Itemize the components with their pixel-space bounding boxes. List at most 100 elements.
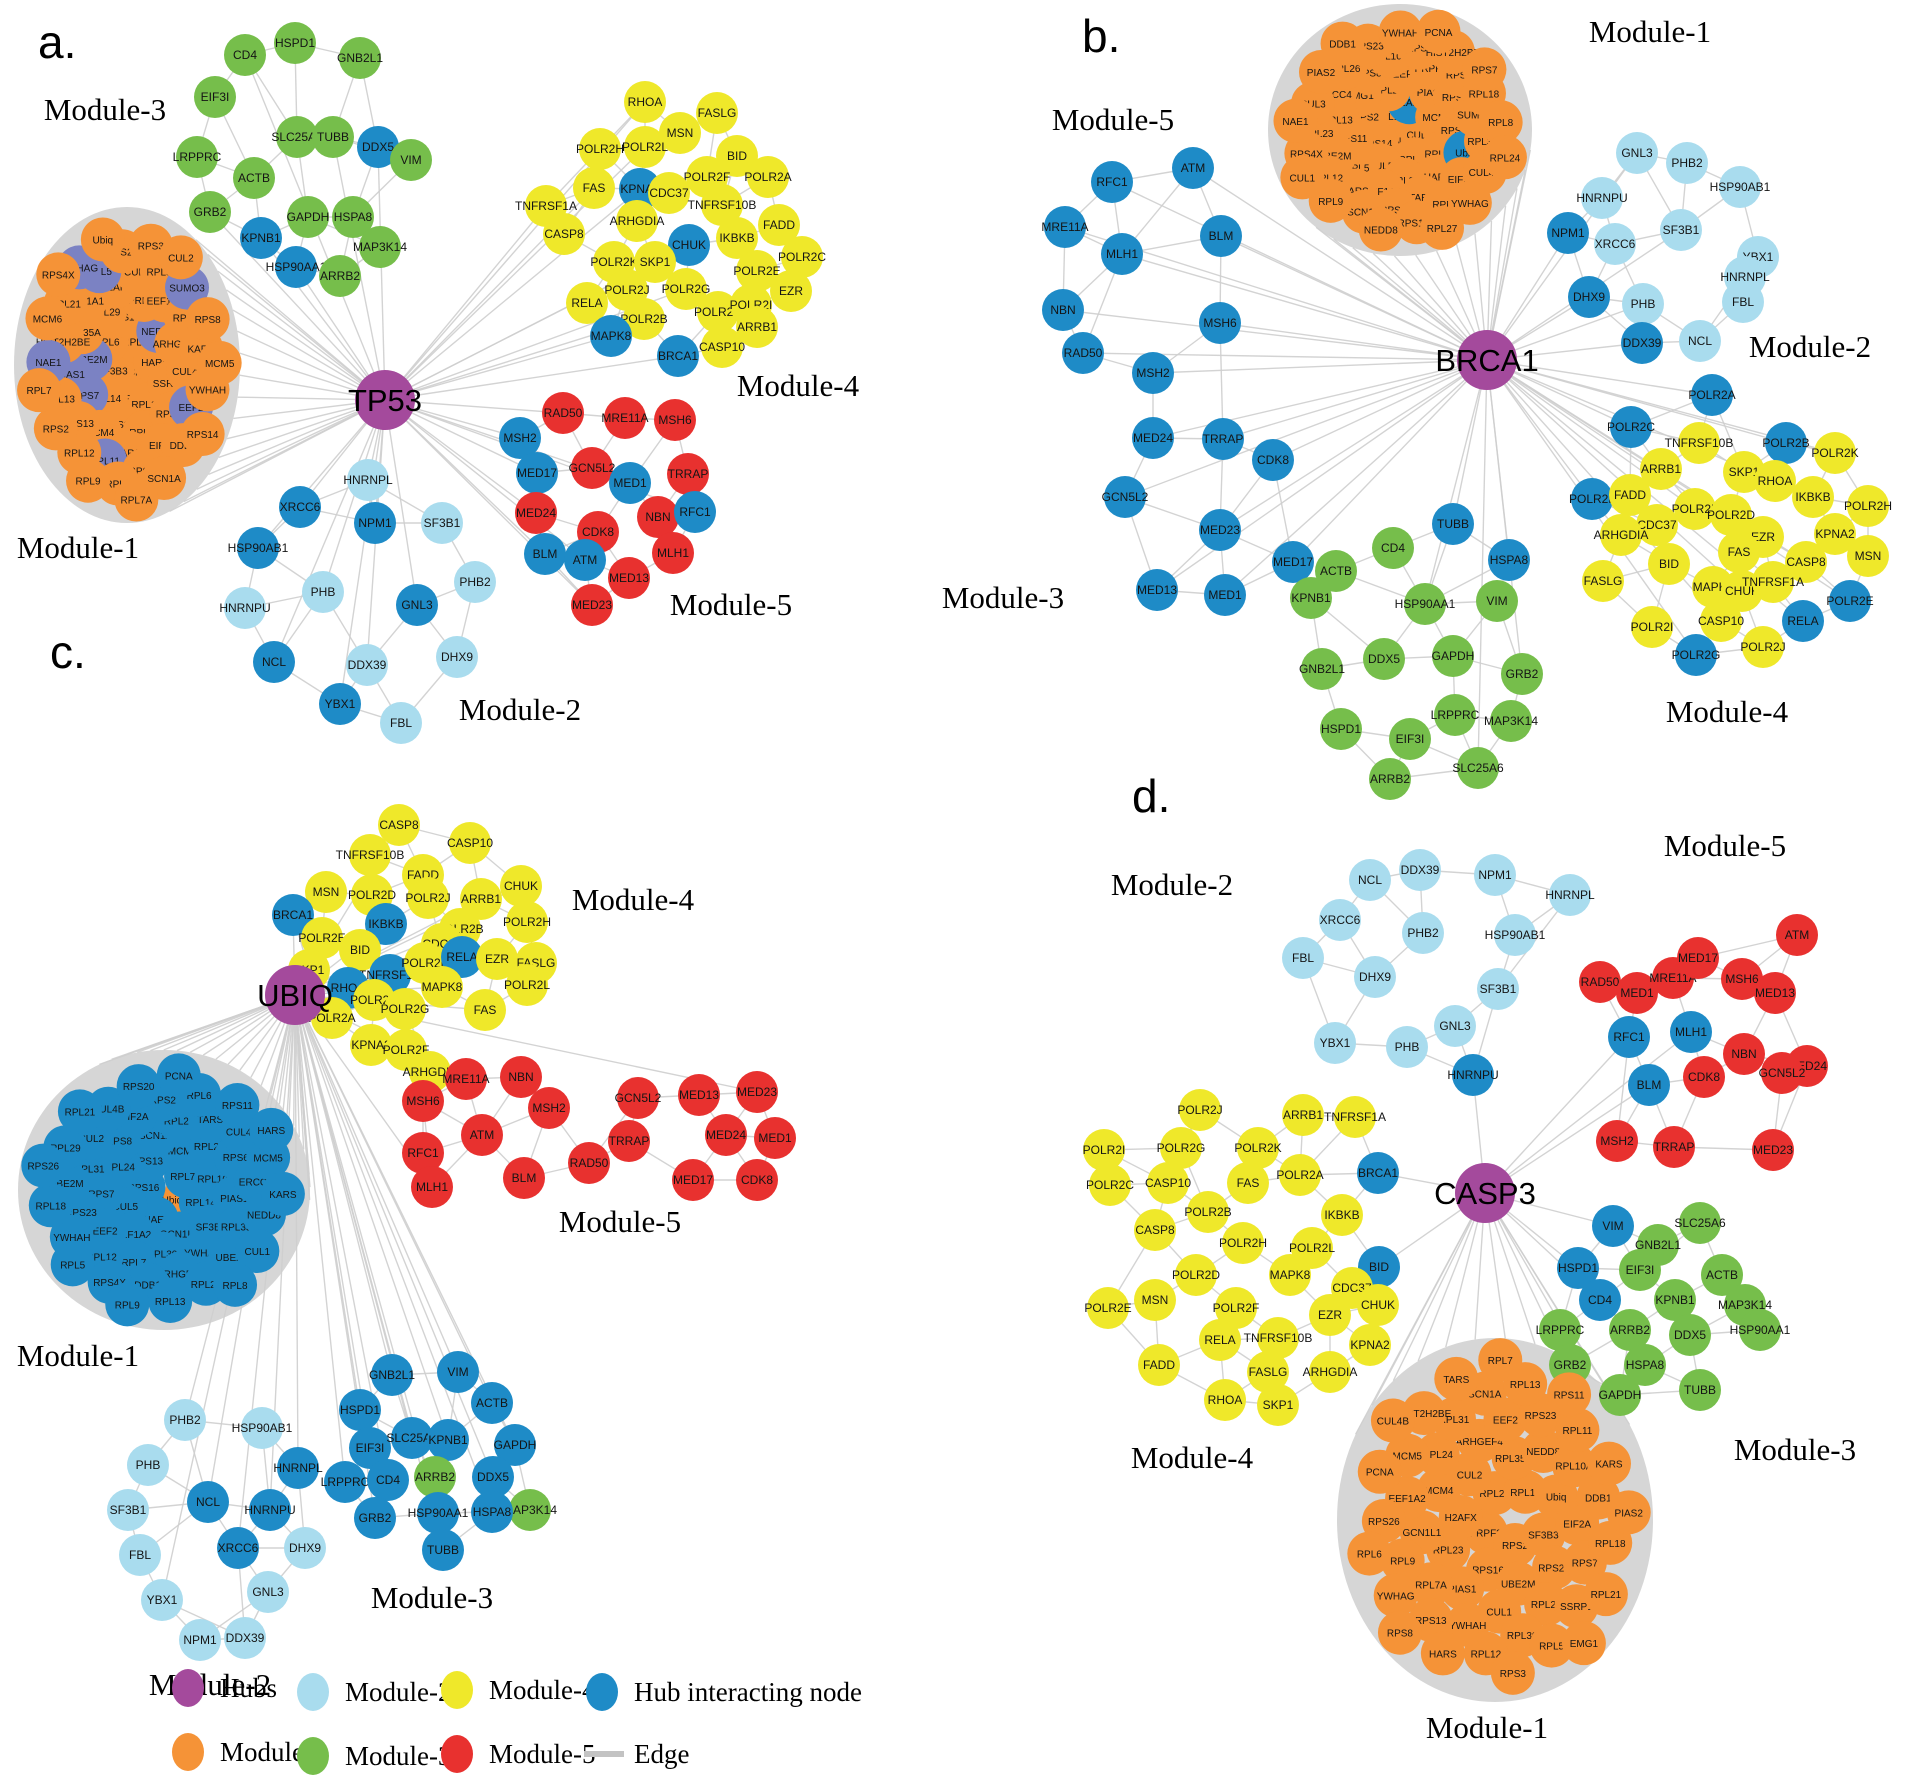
node-label: RPL6: [1357, 1550, 1382, 1561]
node-label: ARRB1: [1283, 1108, 1323, 1122]
node-POLR2B: POLR2B: [1762, 422, 1810, 464]
node-label: RHOA: [1758, 474, 1793, 488]
node-label: POLR2K: [401, 956, 448, 970]
node-shape: [1568, 276, 1610, 318]
node-shape: [1372, 527, 1414, 569]
node-RPL5: RPL5: [1529, 1623, 1574, 1668]
node-shape: [1710, 494, 1752, 536]
node-label: NBN: [645, 510, 670, 524]
legend-label: Module-2: [345, 1677, 451, 1707]
node-VIM: VIM: [390, 139, 432, 181]
node-shape: [197, 340, 242, 385]
node-label: IKBKB: [368, 917, 403, 931]
node-FADD: FADD: [1138, 1344, 1180, 1386]
node-TUBB: TUBB: [422, 1529, 464, 1571]
node-label: RPL24: [1422, 1450, 1453, 1461]
node-KPNB1: KPNB1: [1290, 577, 1332, 619]
node-shape: [437, 1351, 479, 1393]
node-label: EEF1A2: [1388, 1494, 1426, 1505]
node-label: EIF3I: [1396, 732, 1425, 746]
node-DHX9: DHX9: [284, 1527, 326, 1569]
node-CDC37: CDC37: [648, 172, 690, 214]
node-EIF3I: EIF3I: [194, 76, 236, 118]
node-label: POLR2L: [622, 140, 668, 154]
node-shape: [1091, 161, 1133, 203]
node-POLR2D: POLR2D: [694, 291, 742, 333]
nodes: NCL DDX39 NPM1 HNRNPL XRCC6 PHB2 HSP90AB1 FBL DH…: [1083, 849, 1828, 1695]
node-label: BID: [1659, 557, 1679, 571]
node-label: BID: [727, 149, 747, 163]
node-POLR2B: POLR2B: [620, 298, 668, 340]
node-NCL: NCL: [1679, 320, 1721, 362]
legend-item-module-2: Module-2: [297, 1673, 451, 1711]
node-label: RPS16: [1472, 1566, 1504, 1577]
node-ARRB1: ARRB1: [736, 306, 778, 348]
node-shape: [1670, 1011, 1712, 1053]
node-label: RPL7: [27, 386, 52, 397]
node-label: NBN: [1050, 303, 1075, 317]
node-label: CD4: [1381, 541, 1405, 555]
node-CUL4B: CUL4B: [1370, 1398, 1415, 1443]
node-label: MAP3K14: [353, 240, 407, 254]
node-label: POLR2C: [1086, 1178, 1134, 1192]
node-shape: [1204, 574, 1246, 616]
node-BID: BID: [716, 135, 758, 177]
node-label: RPL18: [1595, 1539, 1626, 1550]
node-label: FADD: [1614, 488, 1646, 502]
node-label: MSH6: [1203, 316, 1237, 330]
node-label: GCN1L1: [1402, 1528, 1441, 1539]
node-shape: [1432, 635, 1474, 677]
node-GNB2L1: GNB2L1: [1299, 648, 1345, 690]
node-label: RPS8: [1356, 69, 1383, 80]
node-label: RPL13: [1322, 116, 1353, 127]
node-shape: [1653, 1126, 1695, 1168]
node-shape: [515, 492, 557, 534]
node-YWHAG: YWHAG: [1373, 1573, 1418, 1618]
node-FBL: FBL: [1282, 937, 1324, 979]
node-MED23: MED23: [1752, 1129, 1794, 1171]
edge: [1124, 359, 1488, 498]
node-label: RPS20: [1538, 1563, 1570, 1574]
node-label: POLR2F: [1213, 1301, 1260, 1315]
node-shape: [1132, 417, 1174, 459]
node-label: RELA: [1204, 1333, 1235, 1347]
edge: [294, 994, 311, 1200]
node-shape: [696, 92, 738, 134]
node-label: RPS8: [195, 315, 222, 326]
edge: [1486, 359, 1523, 675]
node-shape: [1272, 541, 1314, 583]
module-label-module-4: Module-4: [1666, 694, 1789, 729]
node-label: RPL30: [147, 267, 178, 278]
node-RELA: RELA: [1782, 600, 1824, 642]
node-RPS4X: RPS4X: [36, 252, 81, 297]
node-shape: [1042, 289, 1084, 331]
node-POLR2J: POLR2J: [1177, 1089, 1223, 1131]
node-shape: [1529, 1623, 1574, 1668]
node-label: MED17: [673, 1173, 713, 1187]
node-RFC1: RFC1: [1608, 1016, 1650, 1058]
edge: [237, 994, 296, 1549]
node-MLH1: MLH1: [1101, 233, 1143, 275]
node-shape: [164, 1399, 206, 1441]
edge: [294, 994, 346, 1483]
node-shape: [1402, 912, 1444, 954]
node-NPM1: NPM1: [179, 1619, 221, 1661]
node-shape: [471, 1382, 513, 1424]
node-label: YWHAH: [53, 1233, 90, 1244]
node-label: CHUK: [672, 238, 706, 252]
node-label: CDK8: [582, 525, 614, 539]
node-label: POLR2E: [1084, 1301, 1131, 1315]
node-RPS2: RPS2: [33, 406, 78, 451]
node-label: POLR2D: [348, 888, 396, 902]
node-RPS8: RPS8: [185, 297, 230, 342]
node-ACTB: ACTB: [1315, 550, 1357, 592]
node-label: MAP3K14: [1484, 714, 1538, 728]
node-label: MSN: [667, 126, 694, 140]
node-ARRB2: ARRB2: [414, 1456, 456, 1498]
node-label: YBX1: [147, 1593, 178, 1607]
node-label: RPS20: [123, 1082, 155, 1093]
legend-label: Hubs: [220, 1673, 277, 1703]
node-shape: [571, 447, 613, 489]
node-label: IKBKB: [1795, 490, 1830, 504]
node-shape: [573, 167, 615, 209]
